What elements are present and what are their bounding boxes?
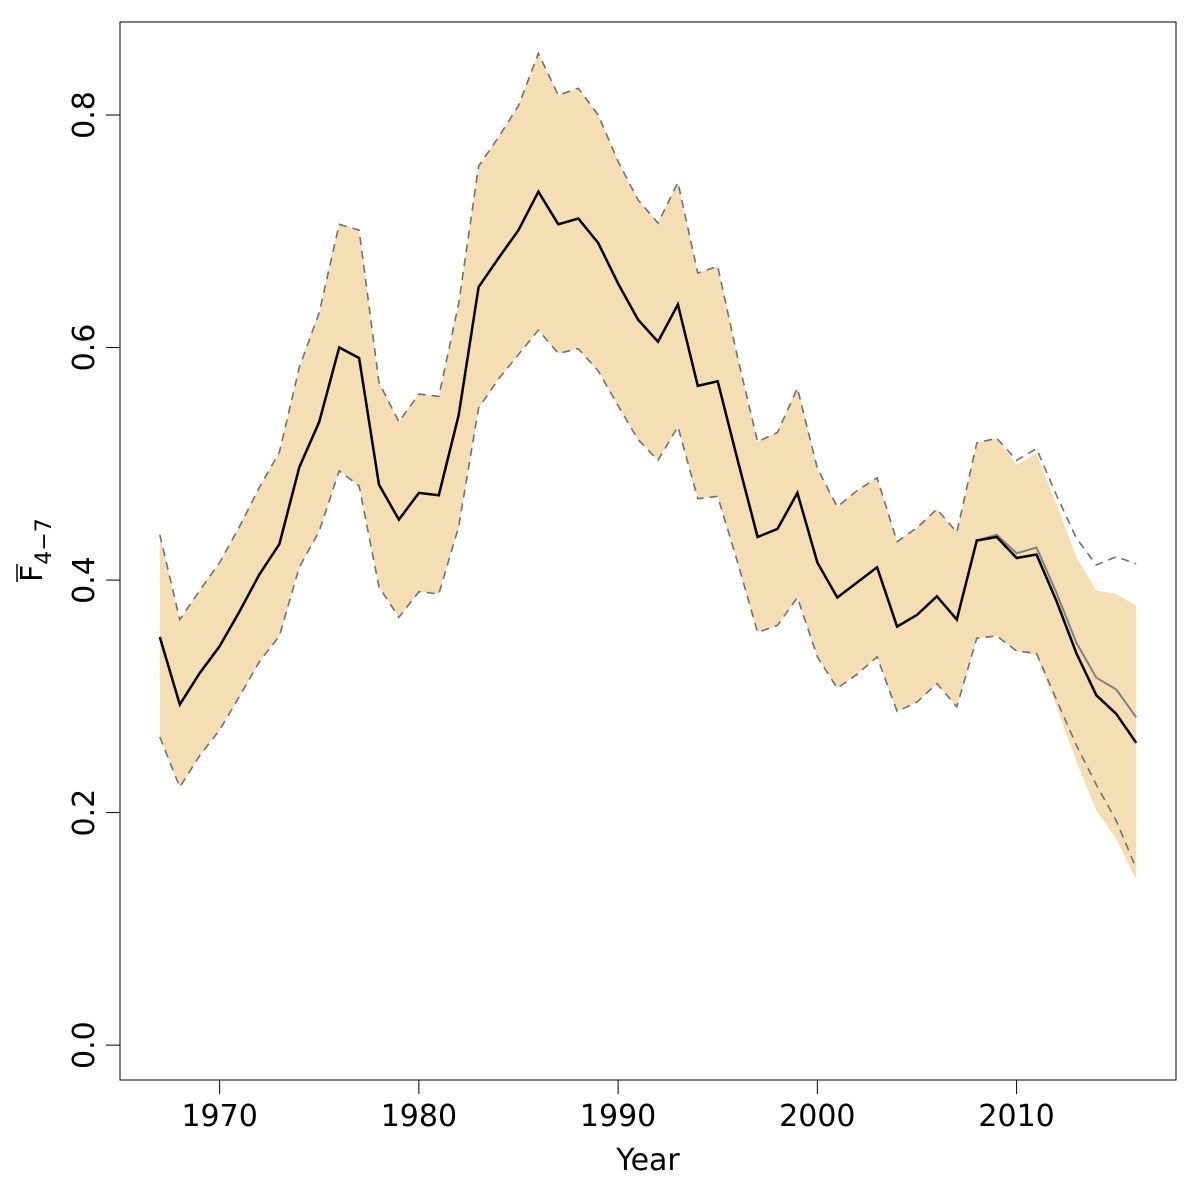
y-tick-label: 0.0 xyxy=(67,1021,102,1069)
y-tick-label: 0.6 xyxy=(67,324,102,372)
y-tick-label: 0.4 xyxy=(67,556,102,604)
estimate-line xyxy=(158,189,1138,744)
y-tick-label: 0.8 xyxy=(67,91,102,139)
plot-content xyxy=(158,51,1138,880)
x-tick-label: 1990 xyxy=(580,1099,656,1134)
x-axis: 1970 1980 1990 2000 2010 xyxy=(181,1080,1055,1134)
x-tick-label: 2000 xyxy=(779,1099,855,1134)
y-axis-title: F4−7 xyxy=(15,518,57,582)
svg-text:F4−7: F4−7 xyxy=(15,518,57,582)
plot-frame xyxy=(119,21,1177,1081)
x-axis-title: Year xyxy=(615,1143,680,1178)
y-axis-title-subscript: 4−7 xyxy=(32,518,57,564)
previous-band-lower-line xyxy=(159,328,1137,869)
y-tick-label: 0.2 xyxy=(67,789,102,837)
x-tick-label: 1970 xyxy=(181,1099,257,1134)
y-axis-title-base: F xyxy=(15,565,50,582)
previous-band-upper-line xyxy=(159,51,1137,622)
confidence-band xyxy=(159,53,1137,880)
x-tick-label: 2010 xyxy=(978,1099,1054,1134)
x-tick-label: 1980 xyxy=(381,1099,457,1134)
y-axis: 0.0 0.2 0.4 0.6 0.8 xyxy=(67,91,120,1069)
